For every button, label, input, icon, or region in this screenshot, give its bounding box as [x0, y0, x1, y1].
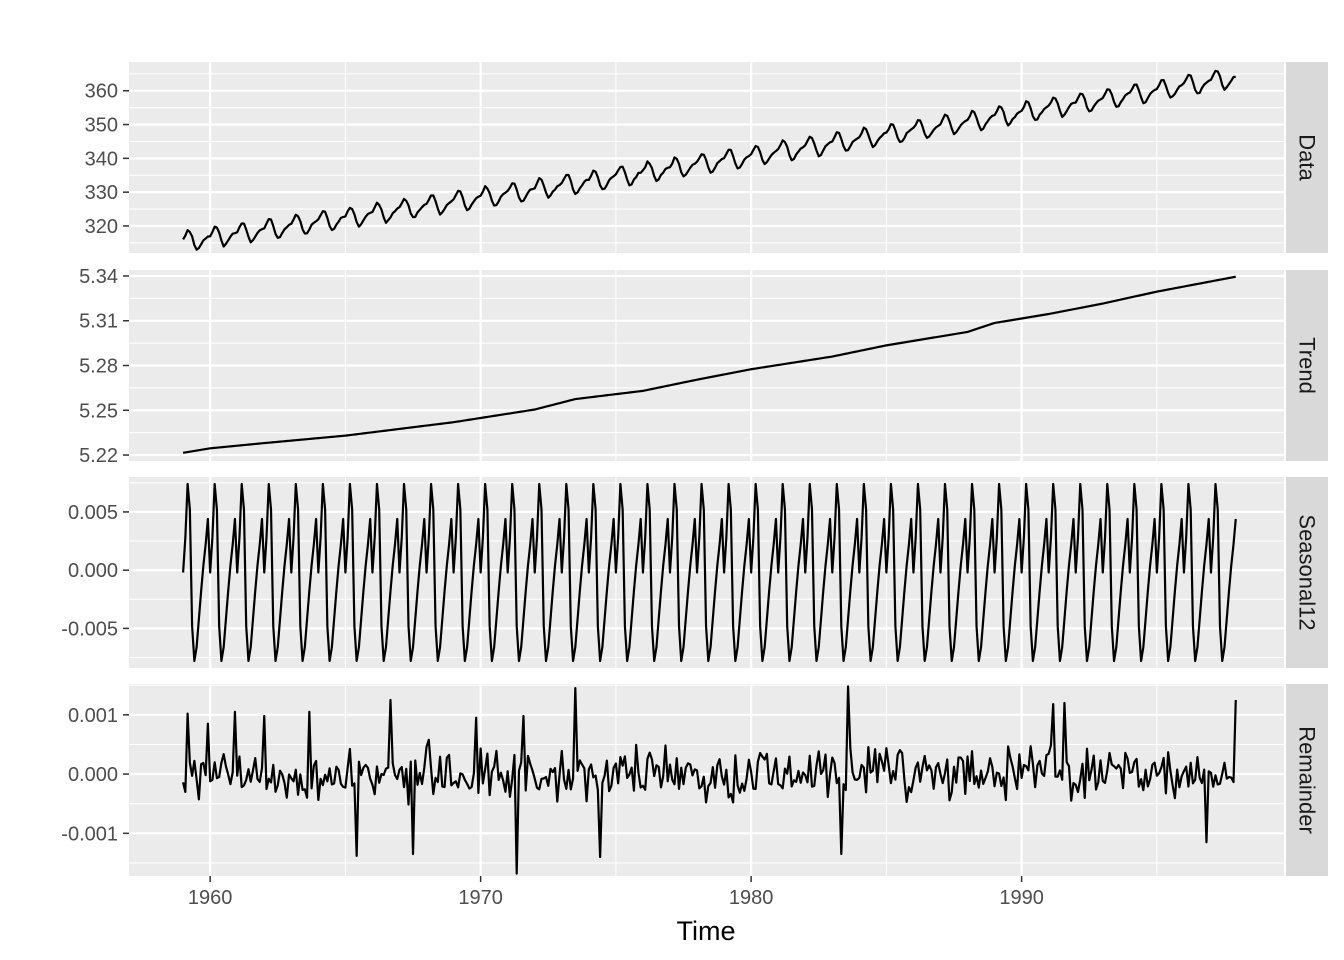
y-tick-label: -0.005	[61, 618, 118, 640]
y-tick-label: 0.005	[68, 502, 118, 524]
y-tick-label: 330	[85, 182, 118, 204]
panel-background	[129, 684, 1284, 876]
facet-strip	[1286, 270, 1328, 461]
gridlines	[129, 270, 1284, 461]
gridlines	[129, 62, 1284, 253]
series-line-seasonal12	[182, 482, 1237, 663]
y-tick-label: 5.34	[79, 266, 118, 288]
x-tick-label: 1990	[999, 887, 1044, 909]
panel-trend: 5.22 5.25 5.28 5.31 5.34 Trend	[79, 266, 1328, 467]
x-axis: 1960 1970 1980 1990	[188, 876, 1044, 909]
facet-strip-label: Seasonal12	[1295, 514, 1320, 630]
y-tick-label: 0.000	[68, 560, 118, 582]
series-line-trend	[182, 275, 1236, 454]
x-tick-label: 1960	[188, 887, 233, 909]
facet-strip	[1286, 477, 1328, 668]
panel-data: 320 330 340 350 360 Data	[85, 62, 1328, 253]
y-tick-label: 5.31	[79, 311, 118, 333]
facet-strip-label: Trend	[1295, 337, 1320, 394]
x-tick-label: 1970	[458, 887, 503, 909]
y-tick-label: 5.25	[79, 400, 118, 422]
y-tick-label: -0.001	[61, 823, 118, 845]
y-tick-label: 0.001	[68, 705, 118, 727]
y-tick-label: 0.000	[68, 764, 118, 786]
x-tick-label: 1980	[729, 887, 774, 909]
y-tick-label: 340	[85, 148, 118, 170]
facet-strip-label: Remainder	[1295, 726, 1320, 834]
y-tick-label: 5.28	[79, 356, 118, 378]
panel-seasonal12: -0.005 0.000 0.005 Seasonal12	[61, 477, 1328, 668]
series-line-remainder	[182, 685, 1237, 875]
panels-layer: 320 330 340 350 360 Data 5.22 5.25 5.28 5.31 5.34 T…	[61, 62, 1328, 876]
y-tick-label: 350	[85, 115, 118, 137]
facet-strip	[1286, 62, 1328, 253]
facet-strip	[1286, 684, 1328, 876]
x-axis-title: Time	[677, 916, 736, 946]
y-tick-label: 360	[85, 81, 118, 103]
y-tick-label: 320	[85, 216, 118, 238]
panel-remainder: -0.001 0.000 0.001 Remainder	[61, 684, 1328, 876]
facet-strip-label: Data	[1295, 134, 1320, 181]
series-line-data	[182, 69, 1236, 251]
y-tick-label: 5.22	[79, 445, 118, 467]
